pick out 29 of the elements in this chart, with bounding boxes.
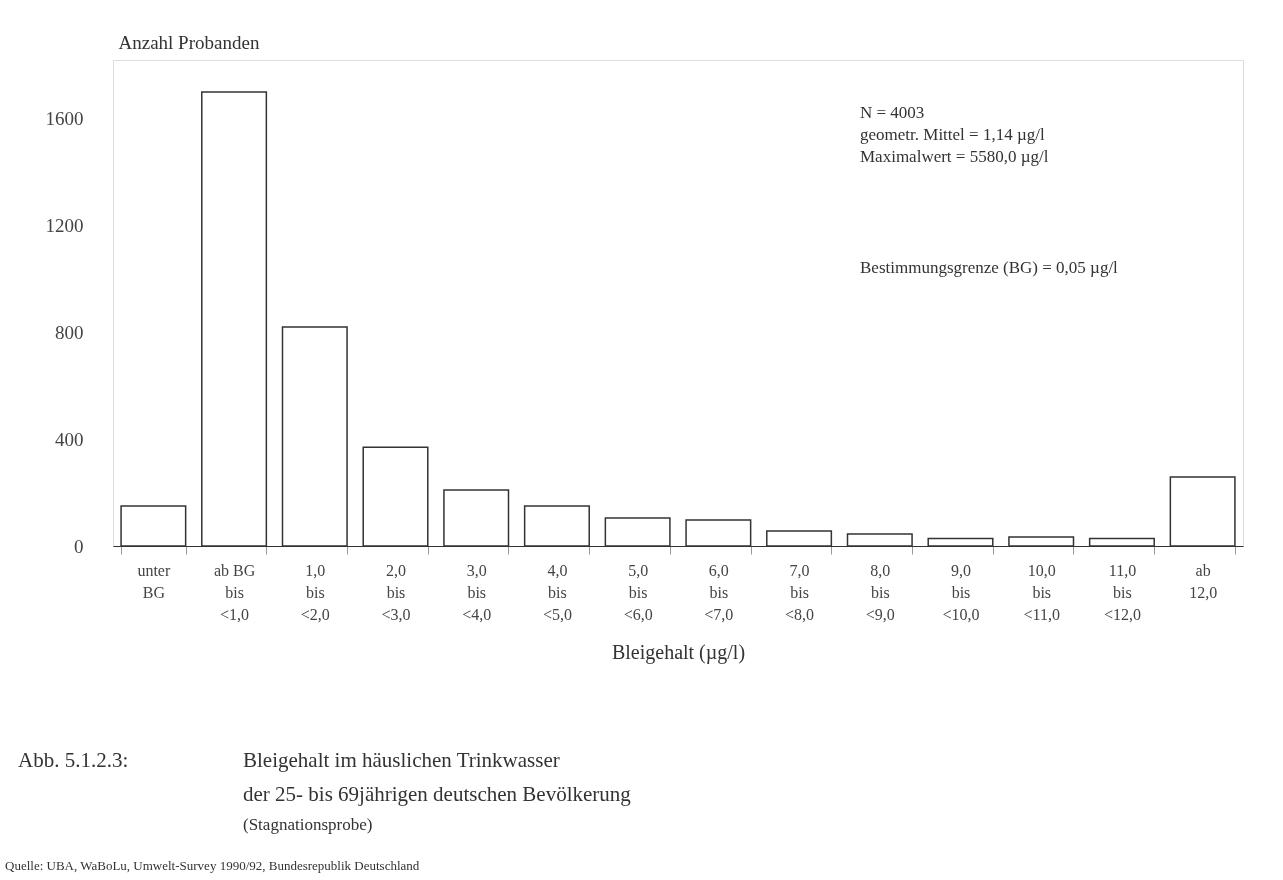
y-tick-label: 800 xyxy=(55,321,84,343)
x-tick-label: 7,0 bis <8,0 xyxy=(785,561,815,623)
x-tick-label: 8,0 bis <9,0 xyxy=(865,561,895,623)
y-tick-label: 400 xyxy=(55,428,84,450)
x-tick-label: 4,0 bis <5,0 xyxy=(542,561,572,623)
x-tick-label: 3,0 bis <4,0 xyxy=(462,561,492,623)
x-tick-label: unter BG xyxy=(137,561,171,601)
text: Bleigehalt im häuslichen Trinkwasser der 25- bis 69jährigen deutschen Bevölkerung xyxy=(243,748,632,806)
x-tick-label: 11,0 bis <12,0 xyxy=(1103,561,1141,623)
x-tick-label: ab 12,0 xyxy=(1189,561,1218,601)
annotation: geometr. Mittel = 1,14 µg/l xyxy=(860,125,1045,144)
source-note: Quelle: UBA, WaBoLu, Umwelt-Survey 1990/92, Bundesrepublik Deutschland xyxy=(5,858,420,873)
x-tick-label: 2,0 bis <3,0 xyxy=(381,561,411,623)
x-tick-label: 1,0 bis <2,0 xyxy=(300,561,330,623)
text: (Stagnationsprobe) xyxy=(243,815,373,834)
y-tick-label: 1200 xyxy=(45,215,84,237)
x-tick-label: 9,0 bis <10,0 xyxy=(942,561,980,623)
annotation: Bestimmungsgrenze (BG) = 0,05 µg/l xyxy=(860,258,1119,277)
annotation: Maximalwert = 5580,0 µg/l xyxy=(860,147,1049,166)
x-tick-label: ab BG bis <1,0 xyxy=(213,561,256,623)
x-axis-title: Bleigehalt (µg/l) xyxy=(611,640,746,664)
x-tick-label: 10,0 bis <11,0 xyxy=(1023,561,1060,623)
y-axis-title: Anzahl Probanden xyxy=(118,31,260,53)
annotation: N = 4003 xyxy=(860,103,925,122)
x-tick-label: 6,0 bis <7,0 xyxy=(704,561,734,623)
y-tick-label: 0 xyxy=(74,535,84,557)
y-tick-label: 1600 xyxy=(45,108,84,130)
x-tick-label: 5,0 bis <6,0 xyxy=(623,561,653,623)
caption: Abb. 5.1.2.3: xyxy=(18,748,129,772)
